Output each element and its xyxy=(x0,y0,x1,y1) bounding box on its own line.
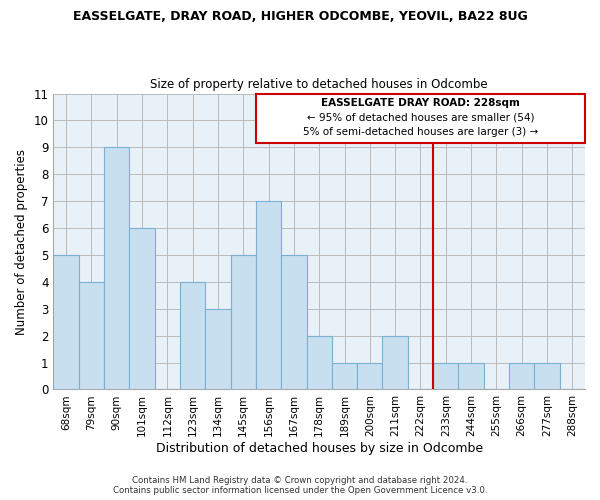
Bar xyxy=(130,228,155,390)
Bar xyxy=(180,282,205,390)
Y-axis label: Number of detached properties: Number of detached properties xyxy=(15,148,28,334)
Bar xyxy=(307,336,332,390)
Title: Size of property relative to detached houses in Odcombe: Size of property relative to detached ho… xyxy=(151,78,488,91)
Bar xyxy=(535,362,560,390)
Text: EASSELGATE DRAY ROAD: 228sqm: EASSELGATE DRAY ROAD: 228sqm xyxy=(321,98,520,108)
Bar xyxy=(205,309,230,390)
Bar xyxy=(281,255,307,390)
Bar xyxy=(357,362,382,390)
Text: 5% of semi-detached houses are larger (3) →: 5% of semi-detached houses are larger (3… xyxy=(303,128,538,138)
Text: EASSELGATE, DRAY ROAD, HIGHER ODCOMBE, YEOVIL, BA22 8UG: EASSELGATE, DRAY ROAD, HIGHER ODCOMBE, Y… xyxy=(73,10,527,23)
Bar xyxy=(382,336,408,390)
Bar xyxy=(104,148,130,390)
Bar xyxy=(230,255,256,390)
Bar xyxy=(256,201,281,390)
Bar xyxy=(458,362,484,390)
Text: ← 95% of detached houses are smaller (54): ← 95% of detached houses are smaller (54… xyxy=(307,112,534,122)
X-axis label: Distribution of detached houses by size in Odcombe: Distribution of detached houses by size … xyxy=(155,442,483,455)
Bar xyxy=(509,362,535,390)
Bar xyxy=(433,362,458,390)
Text: Contains HM Land Registry data © Crown copyright and database right 2024.
Contai: Contains HM Land Registry data © Crown c… xyxy=(113,476,487,495)
Bar xyxy=(332,362,357,390)
Bar xyxy=(53,255,79,390)
Bar xyxy=(79,282,104,390)
